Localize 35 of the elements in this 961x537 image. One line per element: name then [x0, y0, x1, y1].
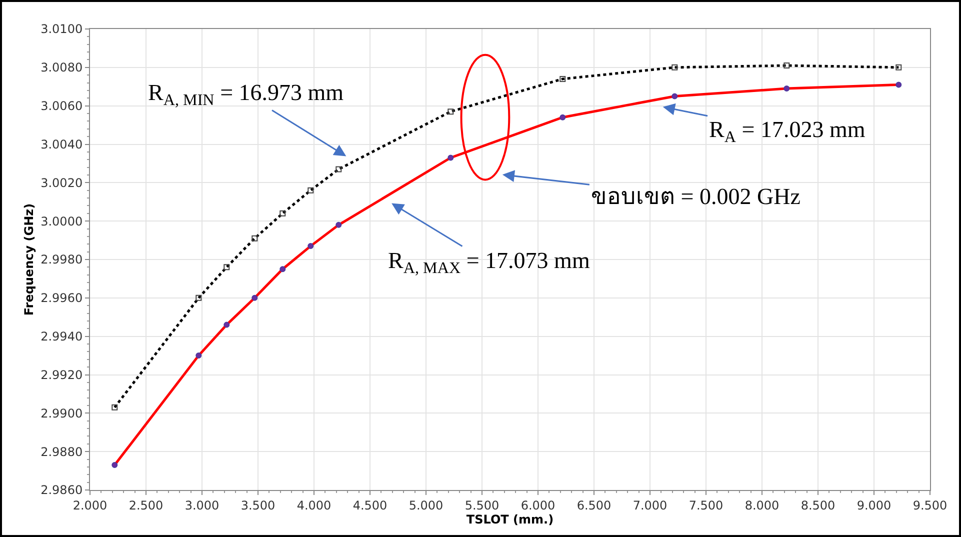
x-tick-label: 8.000 [744, 498, 780, 512]
y-tick-label: 2.9900 [40, 406, 83, 420]
y-tick-label: 3.0060 [40, 99, 83, 114]
y-tick-label: 2.9940 [40, 330, 83, 344]
y-axis-title: Frequency (GHz) [22, 203, 36, 316]
x-tick-label: 6.000 [520, 498, 556, 512]
annotation: R$_{A, MIN}$ = 16.973 mm [148, 80, 344, 109]
annotation: R$_{A, MAX}$ = 17.073 mm [388, 248, 590, 277]
x-tick-label: 3.500 [240, 498, 276, 512]
annotation: R$_{A}$ = 17.023 mm [709, 117, 866, 146]
y-tick-label: 2.9880 [40, 444, 83, 459]
x-tick-label: 2.000 [72, 498, 108, 512]
x-tick-label: 7.000 [632, 498, 668, 512]
y-tick-label: 2.9860 [40, 483, 83, 498]
y-tick-label: 3.0000 [40, 214, 83, 228]
x-tick-label: 5.000 [408, 498, 444, 512]
y-tick-label: 3.0040 [40, 137, 83, 152]
x-tick-label: 8.500 [800, 498, 836, 512]
y-tick-label: 3.0080 [40, 60, 83, 75]
x-tick-label: 9.000 [856, 498, 892, 512]
y-tick-label: 2.9960 [40, 291, 83, 306]
x-tick-label: 3.000 [184, 498, 220, 512]
y-tick-label: 2.9980 [40, 252, 83, 267]
y-tick-label: 3.0100 [40, 22, 83, 36]
y-tick-label: 3.0020 [40, 176, 83, 190]
x-tick-label: 4.000 [296, 498, 332, 512]
x-tick-label: 2.500 [128, 498, 164, 512]
x-axis-title: TSLOT (mm.) [466, 512, 554, 526]
x-tick-label: 6.500 [576, 498, 612, 512]
x-tick-label: 9.500 [912, 498, 948, 512]
x-tick-label: 7.500 [688, 498, 724, 512]
x-tick-label: 4.500 [352, 498, 388, 512]
annotation: ขอบเขต = 0.002 GHz [591, 184, 800, 209]
x-tick-label: 5.500 [464, 498, 500, 512]
y-tick-label: 2.9920 [40, 368, 83, 382]
